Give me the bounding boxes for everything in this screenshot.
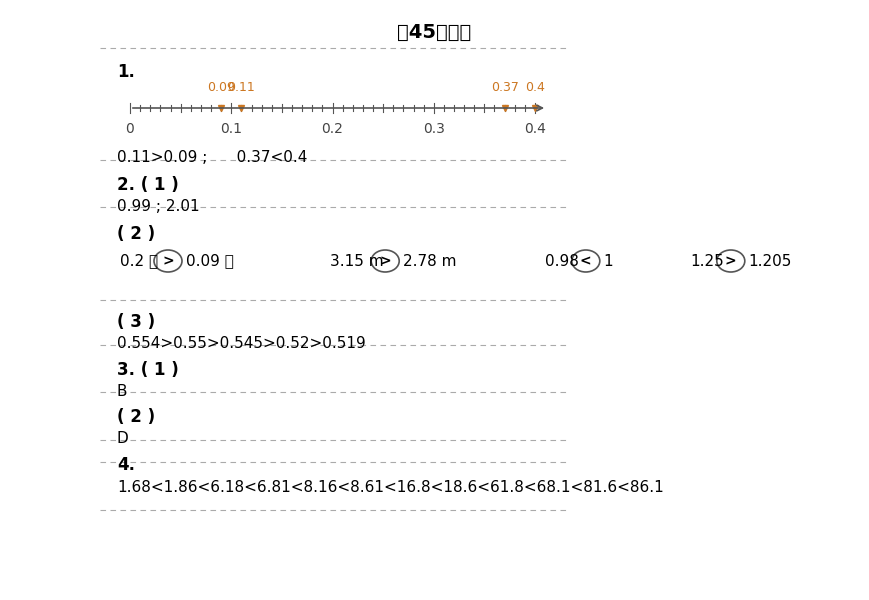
Text: 0: 0 <box>126 122 135 136</box>
Text: 4.: 4. <box>117 456 135 474</box>
Text: 0.98: 0.98 <box>545 253 579 269</box>
Text: >: > <box>725 254 737 268</box>
Text: <: < <box>580 254 592 268</box>
Text: 0.09 元: 0.09 元 <box>186 253 234 269</box>
Text: 1.205: 1.205 <box>749 253 793 269</box>
Text: 1.: 1. <box>117 63 135 81</box>
Text: 0.1: 0.1 <box>220 122 242 136</box>
Text: >: > <box>163 254 174 268</box>
Text: 0.3: 0.3 <box>423 122 445 136</box>
Text: 0.554>0.55>0.545>0.52>0.519: 0.554>0.55>0.545>0.52>0.519 <box>117 336 366 351</box>
Text: 1.68<1.86<6.18<6.81<8.16<8.61<16.8<18.6<61.8<68.1<81.6<86.1: 1.68<1.86<6.18<6.81<8.16<8.61<16.8<18.6<… <box>117 480 664 495</box>
Text: 0.11>0.09 ;      0.37<0.4: 0.11>0.09 ; 0.37<0.4 <box>117 150 308 165</box>
Text: 3.15 m: 3.15 m <box>330 253 383 269</box>
Text: D: D <box>117 431 129 446</box>
Text: 0.4: 0.4 <box>524 122 546 136</box>
Text: ( 2 ): ( 2 ) <box>117 408 156 426</box>
Text: 3. ( 1 ): 3. ( 1 ) <box>117 361 179 379</box>
Text: 2.78 m: 2.78 m <box>403 253 457 269</box>
Text: 0.4: 0.4 <box>525 81 545 94</box>
Text: 第45页解析: 第45页解析 <box>397 23 472 42</box>
Text: 1.25: 1.25 <box>690 253 724 269</box>
Text: ( 2 ): ( 2 ) <box>117 225 156 243</box>
Text: 1: 1 <box>604 253 614 269</box>
Text: ( 3 ): ( 3 ) <box>117 313 156 331</box>
Text: B: B <box>117 384 128 399</box>
Text: 2. ( 1 ): 2. ( 1 ) <box>117 176 179 194</box>
Text: 0.11: 0.11 <box>228 81 255 94</box>
Text: 0.09: 0.09 <box>207 81 235 94</box>
Text: >: > <box>380 254 391 268</box>
Text: 0.99 ; 2.01: 0.99 ; 2.01 <box>117 199 200 214</box>
Text: 0.2: 0.2 <box>322 122 343 136</box>
Text: 0.2 元: 0.2 元 <box>120 253 158 269</box>
Text: 0.37: 0.37 <box>491 81 519 94</box>
